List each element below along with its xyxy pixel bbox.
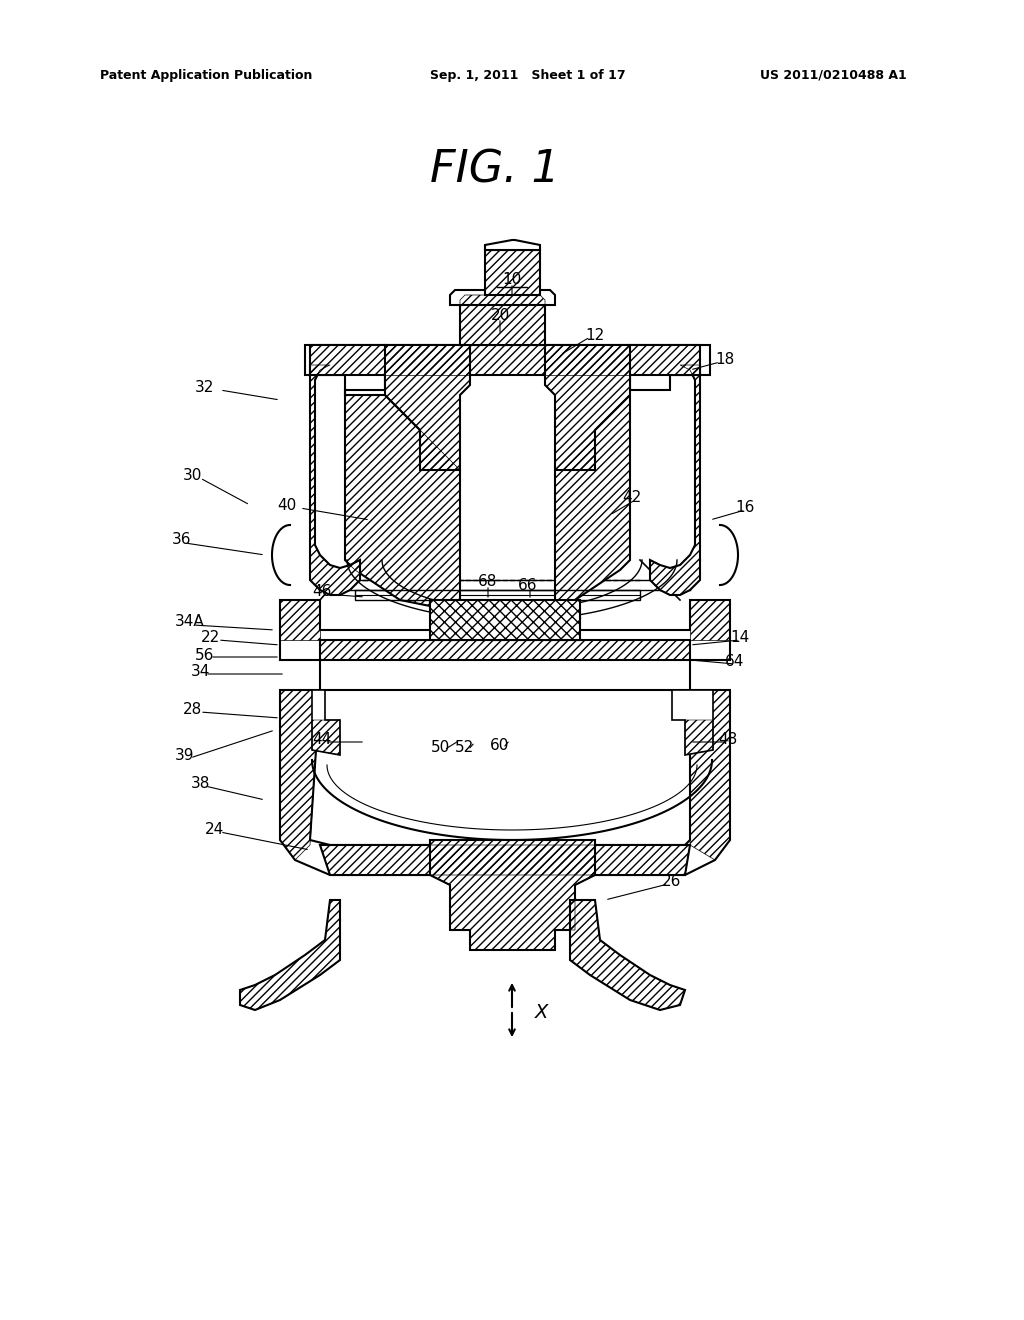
Text: Patent Application Publication: Patent Application Publication bbox=[100, 69, 312, 82]
Text: 46: 46 bbox=[312, 585, 332, 599]
Polygon shape bbox=[385, 345, 470, 470]
Text: 66: 66 bbox=[518, 578, 538, 593]
Polygon shape bbox=[240, 900, 340, 1010]
Text: 39: 39 bbox=[175, 747, 195, 763]
Text: 42: 42 bbox=[623, 491, 642, 506]
Text: 30: 30 bbox=[183, 467, 203, 483]
Polygon shape bbox=[310, 366, 360, 595]
Text: 50: 50 bbox=[430, 741, 450, 755]
Text: 60: 60 bbox=[490, 738, 510, 754]
Text: 14: 14 bbox=[730, 631, 750, 645]
Text: FIG. 1: FIG. 1 bbox=[430, 149, 560, 191]
Text: 52: 52 bbox=[456, 741, 475, 755]
Text: 18: 18 bbox=[716, 352, 734, 367]
Text: 38: 38 bbox=[190, 776, 210, 791]
Polygon shape bbox=[450, 290, 555, 305]
Text: 20: 20 bbox=[490, 308, 510, 322]
Polygon shape bbox=[280, 690, 730, 875]
Text: 12: 12 bbox=[586, 327, 604, 342]
Polygon shape bbox=[650, 366, 700, 595]
Polygon shape bbox=[312, 690, 340, 755]
Polygon shape bbox=[555, 395, 630, 610]
Polygon shape bbox=[430, 840, 595, 950]
Polygon shape bbox=[545, 345, 630, 470]
Polygon shape bbox=[319, 845, 690, 875]
Polygon shape bbox=[460, 294, 545, 345]
Text: 48: 48 bbox=[719, 733, 737, 747]
Polygon shape bbox=[485, 240, 540, 249]
Text: X: X bbox=[535, 1002, 549, 1022]
Bar bbox=[150, 280, 874, 1130]
Text: 36: 36 bbox=[172, 532, 191, 548]
Polygon shape bbox=[319, 640, 690, 660]
Text: 64: 64 bbox=[725, 655, 744, 669]
Polygon shape bbox=[672, 690, 713, 755]
Polygon shape bbox=[430, 601, 580, 640]
Text: 68: 68 bbox=[478, 574, 498, 590]
Text: 40: 40 bbox=[278, 498, 297, 512]
Text: 56: 56 bbox=[196, 648, 215, 663]
Polygon shape bbox=[570, 900, 685, 1010]
Text: 26: 26 bbox=[663, 874, 682, 890]
Text: 32: 32 bbox=[196, 380, 215, 396]
Polygon shape bbox=[630, 345, 710, 389]
Text: 28: 28 bbox=[183, 702, 203, 718]
Text: 10: 10 bbox=[503, 272, 521, 288]
Text: 22: 22 bbox=[201, 631, 219, 645]
Polygon shape bbox=[485, 249, 540, 294]
Text: 24: 24 bbox=[206, 822, 224, 837]
Text: 16: 16 bbox=[735, 500, 755, 516]
Text: 34: 34 bbox=[190, 664, 210, 680]
Text: 44: 44 bbox=[312, 733, 332, 747]
Polygon shape bbox=[345, 395, 460, 610]
Text: 34A: 34A bbox=[175, 615, 205, 630]
Text: US 2011/0210488 A1: US 2011/0210488 A1 bbox=[760, 69, 906, 82]
Polygon shape bbox=[280, 601, 730, 690]
Polygon shape bbox=[310, 345, 700, 375]
Text: Sep. 1, 2011   Sheet 1 of 17: Sep. 1, 2011 Sheet 1 of 17 bbox=[430, 69, 626, 82]
Polygon shape bbox=[305, 345, 385, 395]
